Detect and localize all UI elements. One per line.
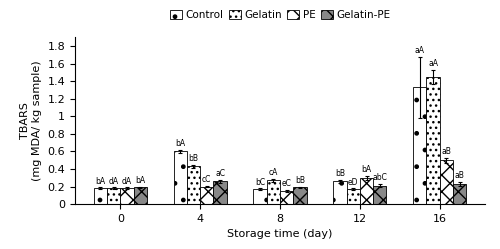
Text: bA: bA [362,165,372,174]
Bar [107,188,120,204]
Bar [174,151,187,204]
Bar [280,191,293,204]
Bar [426,77,440,204]
Text: bB: bB [295,176,305,185]
Text: aA: aA [415,46,425,55]
Text: cA: cA [268,168,278,177]
Bar [214,181,227,204]
Text: bA: bA [135,176,145,185]
Legend: Control, Gelatin, PE, Gelatin-PE: Control, Gelatin, PE, Gelatin-PE [166,6,394,24]
Bar [360,178,373,204]
Text: aB: aB [442,147,452,156]
Text: dA: dA [122,177,132,186]
Text: abC: abC [372,173,388,182]
Bar [440,160,453,204]
Text: bA: bA [95,177,106,186]
Text: aA: aA [428,59,438,68]
Bar [294,187,306,204]
Text: eD: eD [348,178,358,187]
Bar [254,189,266,204]
Bar [200,187,213,204]
Bar [187,166,200,204]
Text: aC: aC [215,169,225,178]
Text: bB: bB [188,154,198,163]
Bar [333,181,346,204]
Text: eC: eC [282,179,292,188]
Bar [120,188,134,204]
Y-axis label: TBARS
(mg MDA/ kg sample): TBARS (mg MDA/ kg sample) [20,61,42,181]
Text: bC: bC [255,178,265,187]
Bar [453,184,466,204]
Text: aB: aB [455,172,464,181]
Bar [134,187,147,204]
Bar [413,87,426,204]
X-axis label: Storage time (day): Storage time (day) [228,230,332,240]
Bar [266,181,280,204]
Bar [94,188,107,204]
Text: dA: dA [108,177,118,186]
Text: cC: cC [202,175,211,184]
Bar [346,189,360,204]
Text: bB: bB [335,169,345,178]
Bar [373,186,386,204]
Text: bA: bA [175,139,185,148]
